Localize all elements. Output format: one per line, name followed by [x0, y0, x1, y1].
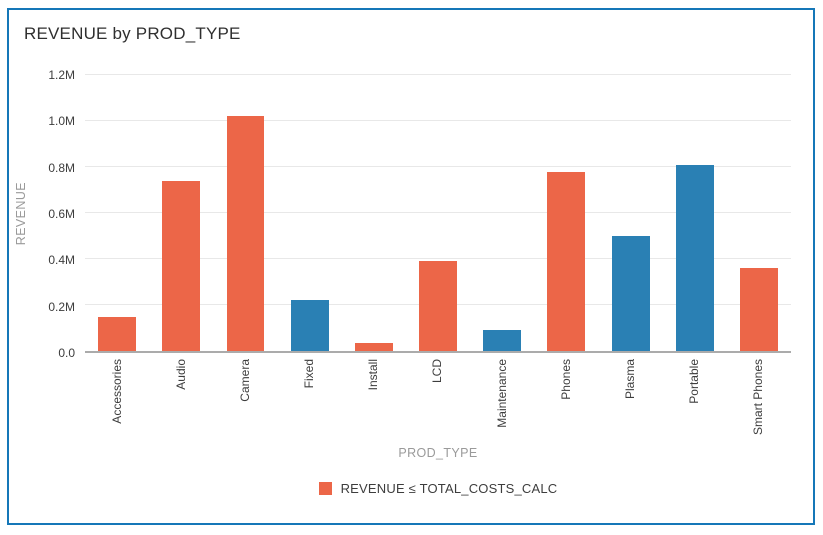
x-tick-slot: Fixed — [278, 359, 342, 445]
bar-smart-phones[interactable] — [740, 268, 778, 351]
y-tick-label: 1.0M — [48, 114, 75, 129]
bar-plasma[interactable] — [611, 236, 650, 351]
x-tick-slot: Accessories — [85, 359, 149, 445]
y-tick-label: 0.0 — [58, 346, 75, 360]
plot-area — [85, 74, 791, 353]
chart-body: REVENUE 0.0 0.2M 0.4M 0.6M 0.8M 1.0M 1.2M — [9, 69, 813, 359]
bar-fixed[interactable] — [290, 300, 329, 351]
x-tick-label: Smart Phones — [751, 359, 766, 436]
y-tick-label: 0.6M — [48, 207, 75, 221]
x-tick-label: Install — [366, 359, 381, 391]
x-axis: Accessories Audio Camera Fixed Install LCD Mai… — [9, 353, 813, 445]
bar-camera[interactable] — [226, 116, 265, 351]
bar-slot — [342, 75, 406, 351]
bars — [85, 75, 791, 351]
y-tick-label: 0.8M — [48, 160, 75, 175]
bar-slot — [406, 75, 470, 351]
legend-swatch — [318, 482, 332, 495]
bar-slot — [599, 75, 663, 351]
x-tick-labels: Accessories Audio Camera Fixed Install LCD Mai… — [85, 353, 791, 445]
gridline — [85, 258, 791, 259]
bar-slot — [663, 75, 727, 351]
bar-lcd[interactable] — [419, 261, 457, 351]
bar-slot — [534, 75, 598, 351]
x-tick-label: Plasma — [623, 359, 637, 400]
y-tick-label: 0.4M — [48, 253, 75, 268]
bar-slot — [278, 75, 342, 351]
x-tick-label: Maintenance — [494, 359, 509, 428]
x-tick-label: Fixed — [302, 359, 317, 389]
x-axis-title-row: PROD_TYPE — [9, 445, 813, 461]
chart-card: REVENUE by PROD_TYPE REVENUE 0.0 0.2M 0.4M… — [7, 8, 815, 525]
bar-slot — [213, 75, 277, 351]
bar-audio[interactable] — [162, 180, 201, 351]
x-tick-slot: Portable — [663, 359, 727, 445]
x-tick-label: Phones — [558, 359, 573, 400]
bar-slot — [470, 75, 534, 351]
x-tick-slot: Maintenance — [470, 359, 534, 445]
bar-slot — [727, 75, 791, 351]
x-tick-label: Camera — [237, 359, 252, 402]
x-tick-label: Accessories — [109, 359, 124, 424]
x-tick-slot: Plasma — [599, 359, 663, 445]
gridline — [85, 74, 791, 75]
x-tick-slot: Smart Phones — [727, 359, 791, 445]
y-tick-label: 0.2M — [48, 299, 75, 314]
bar-accessories[interactable] — [98, 316, 137, 351]
x-tick-label: Audio — [173, 359, 188, 390]
bar-phones[interactable] — [547, 171, 586, 351]
x-tick-slot: Camera — [213, 359, 277, 445]
x-tick-slot: LCD — [406, 359, 470, 445]
legend: REVENUE ≤ TOTAL_COSTS_CALC — [9, 481, 813, 496]
bar-maintenance[interactable] — [483, 330, 522, 351]
y-axis-title: REVENUE — [14, 182, 28, 246]
x-axis-title: PROD_TYPE — [398, 446, 478, 460]
legend-item[interactable]: REVENUE ≤ TOTAL_COSTS_CALC — [318, 481, 558, 496]
chart-title: REVENUE by PROD_TYPE — [24, 24, 241, 43]
x-tick-label: LCD — [430, 359, 445, 384]
bar-portable[interactable] — [675, 164, 714, 351]
gridline — [85, 212, 791, 213]
gridline — [85, 166, 791, 167]
y-tick-label: 1.2M — [48, 68, 75, 82]
x-tick-label: Portable — [687, 359, 702, 404]
bar-slot — [149, 75, 213, 351]
x-tick-slot: Install — [342, 359, 406, 445]
x-tick-slot: Phones — [534, 359, 598, 445]
x-tick-slot: Audio — [149, 359, 213, 445]
y-axis-ticks: 0.0 0.2M 0.4M 0.6M 0.8M 1.0M 1.2M — [33, 69, 85, 359]
gridline — [85, 120, 791, 121]
bar-slot — [85, 75, 149, 351]
legend-label: REVENUE ≤ TOTAL_COSTS_CALC — [340, 481, 558, 496]
bar-install[interactable] — [354, 342, 393, 351]
